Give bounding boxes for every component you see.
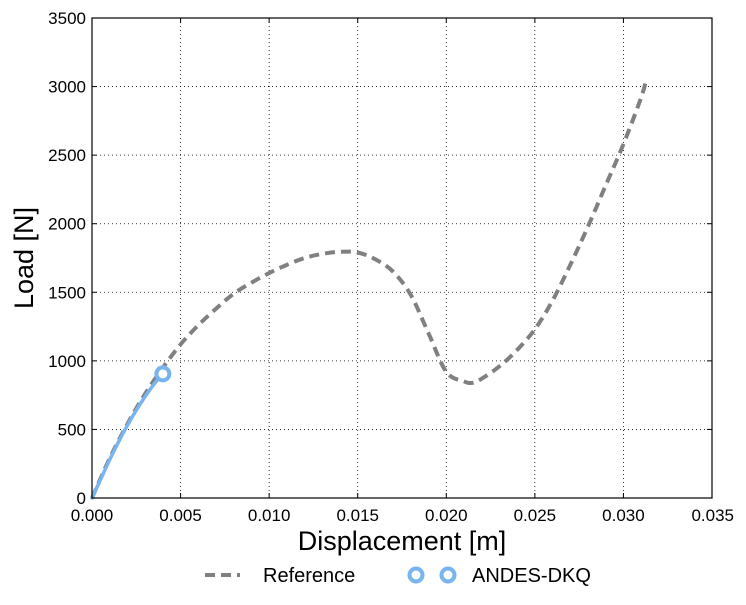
legend-andes-label: ANDES-DKQ — [472, 565, 591, 587]
x-tick-label: 0.005 — [159, 506, 202, 525]
grid-lines — [92, 18, 712, 498]
x-tick-label: 0.035 — [691, 506, 734, 525]
x-tick-label: 0.015 — [336, 506, 379, 525]
series-line-andes-dkq — [90, 372, 165, 500]
legend-andes-marker-1 — [407, 566, 425, 584]
y-tick-label: 500 — [58, 420, 86, 439]
x-axis-label: Displacement [m] — [298, 526, 507, 556]
y-tick-label: 1500 — [48, 283, 86, 302]
y-tick-label: 2000 — [48, 215, 86, 234]
y-tick-label: 3500 — [48, 9, 86, 28]
legend: Reference ANDES-DKQ — [205, 565, 591, 587]
y-tick-label: 3000 — [48, 78, 86, 97]
y-tick-label: 2500 — [48, 146, 86, 165]
plot-frame — [91, 17, 713, 499]
x-tick-label: 0.020 — [425, 506, 468, 525]
series-line-reference — [90, 77, 649, 499]
y-tick-label: 1000 — [48, 352, 86, 371]
x-tick-label: 0.000 — [71, 506, 114, 525]
andes-dkq-marker — [154, 365, 172, 383]
legend-andes-marker-2 — [439, 566, 457, 584]
axis-ticks: 0.000 0.005 0.010 0.015 0.020 0.025 0.030 0.035… — [48, 9, 734, 525]
x-tick-label: 0.025 — [514, 506, 557, 525]
x-tick-label: 0.030 — [602, 506, 645, 525]
y-axis-label: Load [N] — [9, 207, 39, 309]
legend-reference-label: Reference — [263, 565, 355, 587]
x-tick-label: 0.010 — [248, 506, 291, 525]
y-tick-label: 0 — [77, 489, 86, 508]
series-layer — [90, 77, 649, 500]
